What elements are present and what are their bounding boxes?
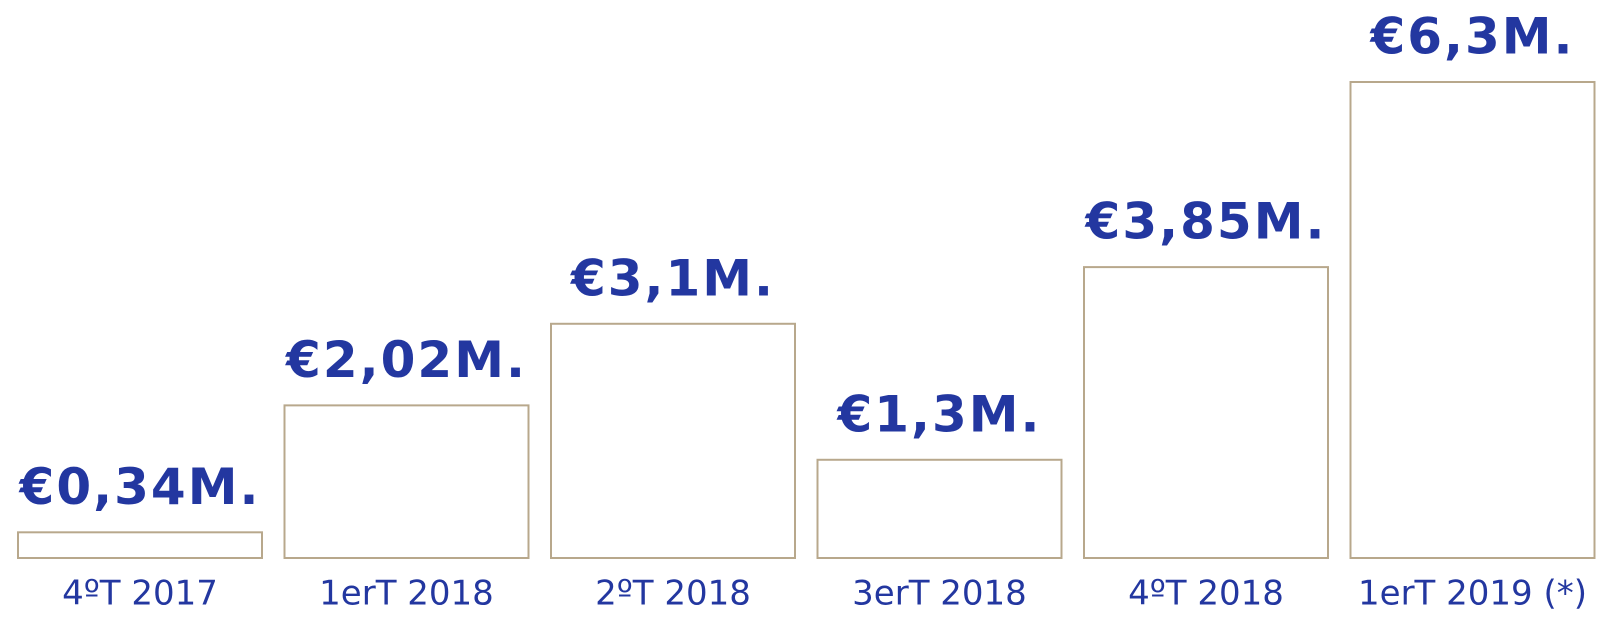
x-tick-label: 3erT 2018: [852, 574, 1027, 614]
bar: [283, 404, 530, 559]
bar: [550, 322, 796, 559]
x-tick-label: 4ºT 2018: [1128, 574, 1284, 614]
value-label: €1,3M.: [836, 385, 1041, 443]
x-tick-label: 1erT 2019 (*): [1358, 574, 1587, 614]
value-label: €6,3M.: [1369, 8, 1574, 66]
bar: [816, 458, 1063, 559]
x-tick-label: 1erT 2018: [319, 574, 494, 614]
bar: [17, 531, 263, 559]
bar: [1083, 266, 1329, 559]
bar: [1349, 81, 1596, 559]
x-tick-label: 2ºT 2018: [595, 574, 751, 614]
value-label: €3,85M.: [1085, 193, 1327, 251]
value-label: €0,34M.: [19, 458, 261, 516]
x-tick-label: 4ºT 2017: [62, 574, 218, 614]
value-label: €2,02M.: [285, 331, 527, 389]
value-label: €3,1M.: [570, 249, 775, 307]
